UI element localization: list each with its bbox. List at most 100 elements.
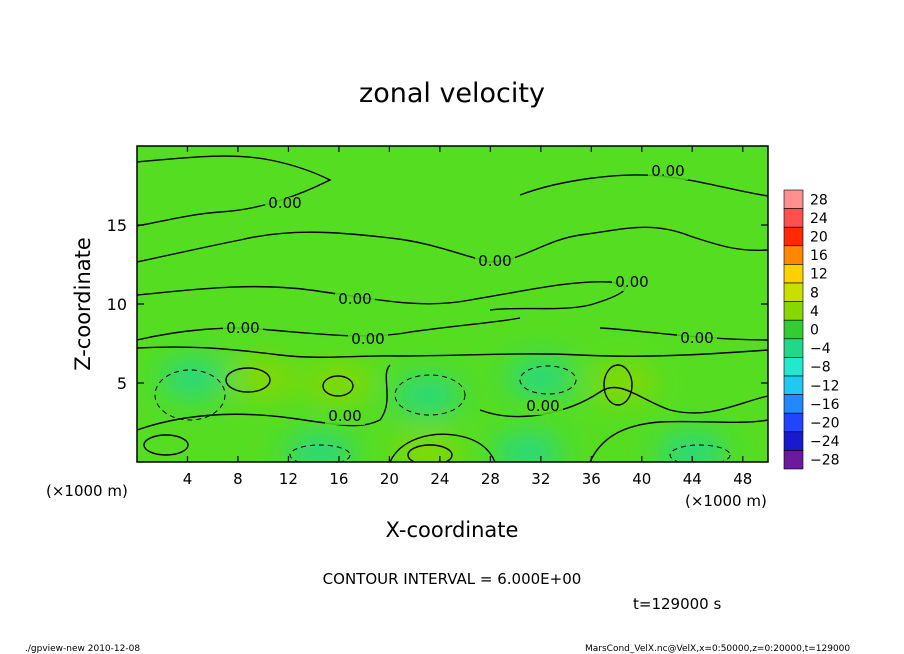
chart-title: zonal velocity bbox=[359, 78, 545, 109]
plot-area: 0.00 0.00 0.00 0.00 0.00 0.00 0.00 0.00 0.00 0.00 bbox=[136, 145, 769, 463]
field-feature bbox=[393, 375, 462, 416]
contour-line bbox=[389, 433, 496, 462]
x-tick-label: 20 bbox=[380, 470, 399, 488]
contour-label-bg bbox=[223, 322, 263, 337]
field-feature bbox=[506, 358, 575, 399]
x-tick-label: 16 bbox=[329, 470, 348, 488]
x-tick-label: 12 bbox=[279, 470, 298, 488]
colorbar-swatch bbox=[783, 394, 804, 414]
field-feature bbox=[658, 432, 727, 462]
colorbar-swatch bbox=[783, 338, 804, 358]
y-tick-label: 5 bbox=[117, 374, 127, 393]
x-tick-label: 44 bbox=[683, 470, 702, 488]
field-feature bbox=[286, 432, 354, 462]
contour-loop bbox=[669, 444, 731, 462]
field-blobs bbox=[159, 358, 727, 462]
colorbar-swatch bbox=[783, 450, 804, 470]
contour-loop bbox=[143, 434, 189, 456]
colorbar-swatch bbox=[783, 431, 804, 451]
contour-loop bbox=[603, 364, 633, 406]
x-tick-label: 8 bbox=[233, 470, 243, 488]
y-unit-label: (×1000 m) bbox=[685, 492, 767, 510]
contour-line bbox=[137, 346, 768, 358]
field-feature bbox=[159, 358, 228, 399]
field-feature bbox=[588, 363, 657, 403]
contour-label: 0.00 bbox=[226, 319, 259, 337]
footer-right: MarsCond_VelX.nc@VelX,x=0:50000,z=0:2000… bbox=[585, 644, 850, 654]
contour-label-bg bbox=[612, 276, 652, 291]
contour-labels: 0.00 0.00 0.00 0.00 0.00 0.00 0.00 0.00 0.00 0.00 bbox=[223, 162, 717, 425]
contour-label: 0.00 bbox=[351, 330, 384, 348]
y-tick-label: 10 bbox=[107, 295, 127, 314]
colorbar-swatch bbox=[783, 301, 804, 321]
colorbar-swatch bbox=[783, 226, 804, 247]
footer-left: ./gpview-new 2010-12-08 bbox=[25, 644, 140, 654]
colorbar-label: 12 bbox=[810, 267, 828, 283]
colorbar-label: 16 bbox=[810, 248, 828, 264]
contour-loop bbox=[289, 444, 351, 462]
contour-label: 0.00 bbox=[615, 273, 648, 291]
y-tick-label: 15 bbox=[107, 216, 127, 235]
contour-loop bbox=[407, 444, 453, 462]
contour-loop bbox=[225, 367, 271, 393]
contour-label-bg bbox=[677, 332, 717, 347]
contour-label: 0.00 bbox=[680, 329, 713, 347]
colorbar: 28 24 20 16 12 8 4 0 −4 −8 −12 −16 −20 −24 −28 bbox=[783, 189, 840, 470]
colorbar-label: 0 bbox=[810, 323, 819, 339]
colorbar-label: −16 bbox=[810, 397, 840, 413]
colorbar-label: 24 bbox=[810, 211, 828, 227]
x-axis-label: X-coordinate bbox=[386, 518, 519, 542]
colorbar-swatch bbox=[783, 282, 804, 302]
contour-label-bg bbox=[648, 165, 688, 180]
plot-background bbox=[137, 146, 768, 462]
colorbar-swatch bbox=[783, 357, 804, 377]
colorbar-label: −28 bbox=[810, 453, 840, 469]
colorbar-label: −8 bbox=[810, 360, 831, 376]
contour-loop bbox=[322, 375, 354, 397]
y-axis-label: Z-coordinate bbox=[71, 237, 95, 371]
contour-loop bbox=[154, 369, 226, 421]
field-feature bbox=[304, 363, 373, 403]
colorbar-label: 4 bbox=[810, 304, 819, 320]
colorbar-label: −4 bbox=[810, 341, 831, 357]
x-unit-label: (×1000 m) bbox=[46, 482, 128, 500]
y-axis: 5 10 15 bbox=[107, 216, 768, 393]
x-tick-label: 4 bbox=[183, 470, 193, 488]
colorbar-label: −12 bbox=[810, 378, 840, 394]
colorbar-swatch bbox=[783, 245, 804, 265]
x-tick-label: 24 bbox=[430, 470, 449, 488]
colorbar-swatch bbox=[783, 319, 804, 340]
time-label: t=129000 s bbox=[633, 595, 721, 613]
colorbar-label: 28 bbox=[810, 192, 828, 208]
contour-loop bbox=[519, 365, 577, 395]
colorbar-swatch bbox=[783, 208, 804, 228]
contour-line bbox=[137, 281, 626, 311]
contour-label-bg bbox=[348, 333, 388, 348]
contour-line bbox=[137, 317, 521, 341]
colorbar-label: −24 bbox=[810, 434, 840, 450]
contour-label-bg bbox=[475, 255, 515, 270]
contour-label-bg bbox=[325, 410, 365, 425]
x-tick-label: 40 bbox=[632, 470, 651, 488]
contour-label-bg bbox=[523, 400, 563, 415]
contour-line bbox=[589, 419, 768, 462]
field-feature bbox=[393, 432, 462, 462]
colorbar-label: −20 bbox=[810, 416, 840, 432]
contour-label: 0.00 bbox=[651, 162, 684, 180]
x-tick-label: 28 bbox=[481, 470, 500, 488]
contour-label: 0.00 bbox=[328, 407, 361, 425]
colorbar-label: 8 bbox=[810, 285, 819, 301]
field-feature bbox=[229, 358, 298, 399]
contour-label: 0.00 bbox=[338, 290, 371, 308]
contour-label-bg bbox=[265, 197, 305, 212]
colorbar-swatch bbox=[783, 412, 804, 433]
contour-line bbox=[599, 327, 768, 341]
x-tick-label: 36 bbox=[582, 470, 601, 488]
contour-label: 0.00 bbox=[478, 252, 511, 270]
contour-label: 0.00 bbox=[268, 194, 301, 212]
colorbar-swatch bbox=[783, 264, 804, 284]
x-axis: 4 8 12 16 20 24 28 32 36 40 44 48 bbox=[183, 146, 752, 488]
x-tick-label: 32 bbox=[531, 470, 550, 488]
contour-line bbox=[137, 155, 332, 227]
